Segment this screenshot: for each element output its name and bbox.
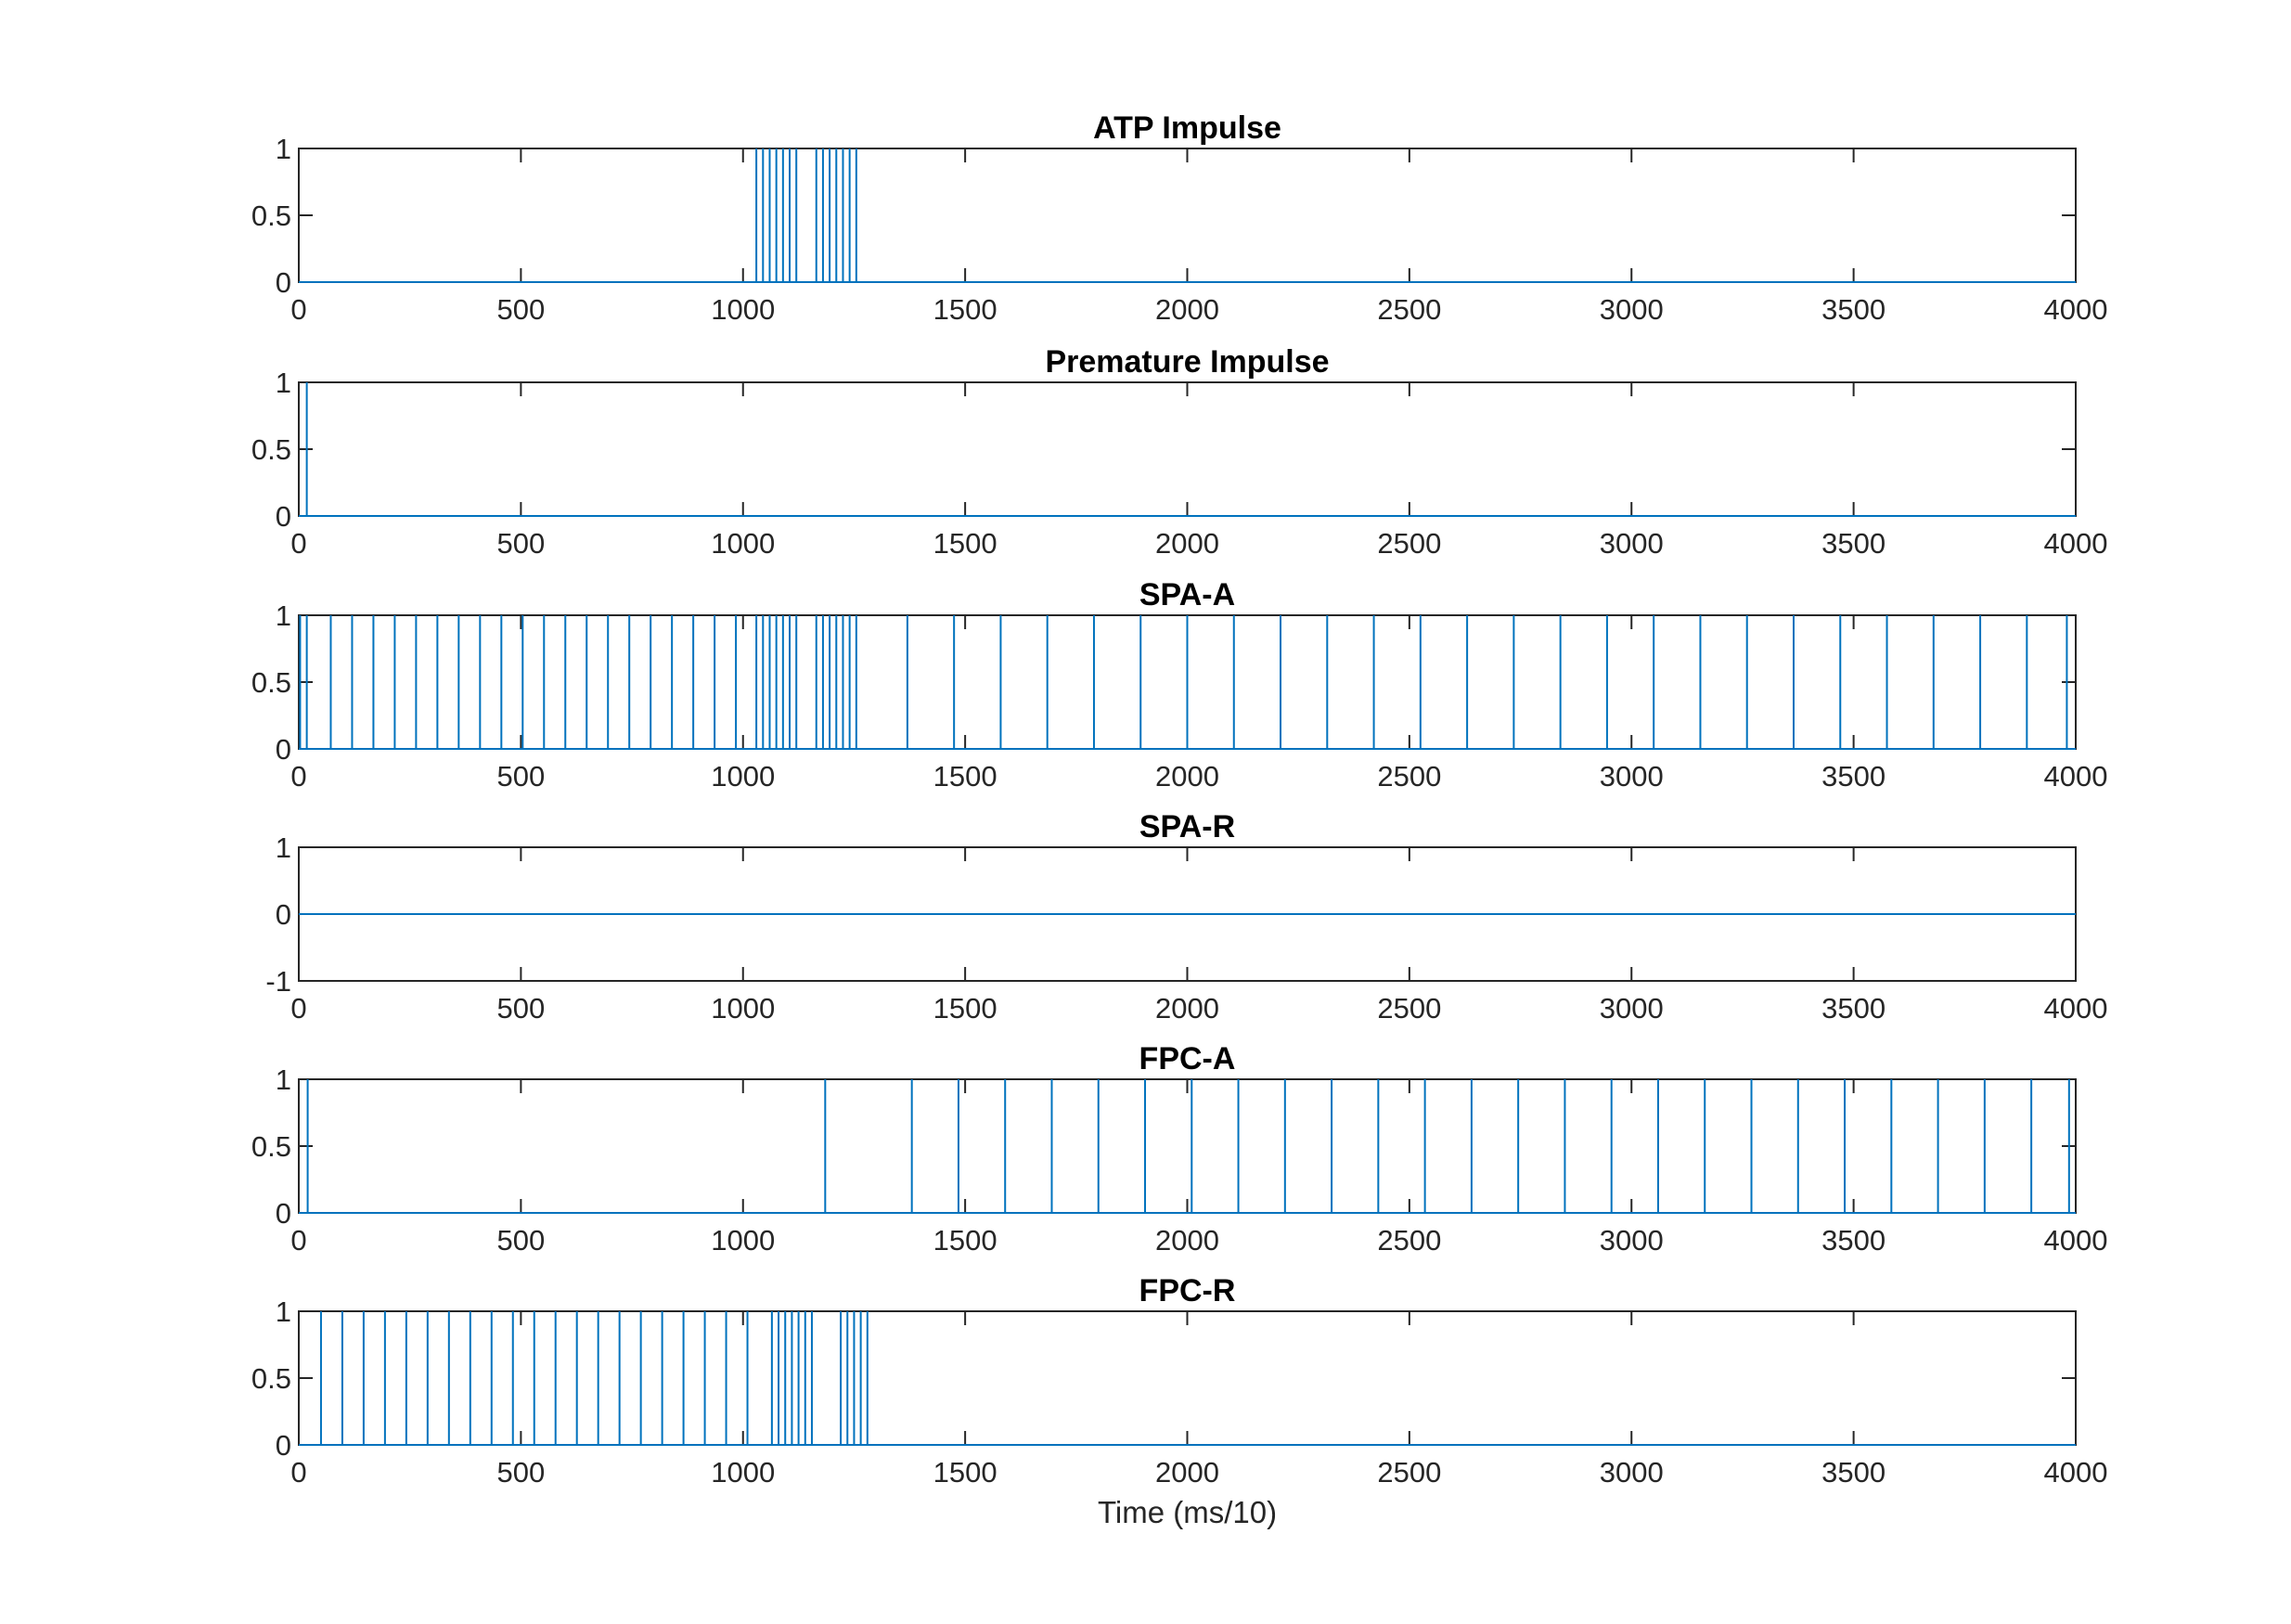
x-tick-label: 1500 bbox=[933, 1224, 997, 1257]
subplot-4: 0 500 1000 1500 2000 2500 3000 3500 4000-101SPA-… bbox=[265, 809, 2107, 1025]
y-tick-label: 0.5 bbox=[251, 1130, 291, 1163]
x-tick-label: 2000 bbox=[1155, 992, 1219, 1025]
y-tick-label: 0 bbox=[276, 733, 291, 766]
subplot-1: 0 500 1000 1500 2000 2500 3000 3500 4000 0 0.5 1 ATP… bbox=[251, 110, 2108, 326]
x-tick-label: 3500 bbox=[1821, 1456, 1886, 1489]
axes-box bbox=[298, 148, 2077, 283]
x-tick-label: 1500 bbox=[933, 992, 997, 1025]
x-tick-label: 2500 bbox=[1377, 992, 1441, 1025]
y-tick-label: 0 bbox=[276, 1197, 291, 1230]
y-tick-label: 0.5 bbox=[251, 1362, 291, 1395]
y-tick-label: 0.5 bbox=[251, 200, 291, 232]
x-tick-label: 1000 bbox=[711, 1224, 775, 1257]
x-tick-label: 1000 bbox=[711, 293, 775, 326]
subplot-title: SPA-R bbox=[1139, 809, 1235, 844]
y-tick-label: 0 bbox=[276, 500, 291, 533]
x-tick-label: 500 bbox=[497, 1224, 546, 1257]
y-tick-label: 1 bbox=[276, 1063, 291, 1096]
x-tick-label: 500 bbox=[497, 992, 546, 1025]
x-tick-label: 3500 bbox=[1821, 760, 1886, 793]
x-tick-label: 4000 bbox=[2044, 293, 2108, 326]
x-tick-label: 3500 bbox=[1821, 992, 1886, 1025]
y-tick-label: 1 bbox=[276, 367, 291, 399]
subplot-3: 0 500 1000 1500 2000 2500 3000 3500 4000 0 0.5 1 SPA… bbox=[251, 577, 2108, 793]
x-tick-label: 3500 bbox=[1821, 527, 1886, 560]
x-tick-label: 2500 bbox=[1377, 760, 1441, 793]
x-tick-label: 1000 bbox=[711, 1456, 775, 1489]
x-tick-label: 3000 bbox=[1600, 760, 1664, 793]
subplot-title: FPC-A bbox=[1139, 1041, 1236, 1076]
x-tick-label: 0 bbox=[290, 527, 306, 560]
subplot-5: 0 500 1000 1500 2000 2500 3000 3500 4000 0 0.5 1 FPC… bbox=[251, 1041, 2108, 1257]
x-tick-label: 1500 bbox=[933, 527, 997, 560]
x-tick-label: 1000 bbox=[711, 527, 775, 560]
x-tick-label: 2500 bbox=[1377, 293, 1441, 326]
subplot-title: Premature Impulse bbox=[1045, 344, 1329, 380]
x-tick-label: 2500 bbox=[1377, 527, 1441, 560]
x-tick-label: 500 bbox=[497, 760, 546, 793]
x-tick-label: 0 bbox=[290, 293, 306, 326]
x-tick-label: 3000 bbox=[1600, 992, 1664, 1025]
subplot-title: FPC-R bbox=[1139, 1273, 1236, 1308]
x-tick-label: 500 bbox=[497, 293, 546, 326]
x-tick-label: 4000 bbox=[2044, 992, 2108, 1025]
x-tick-label: 1000 bbox=[711, 992, 775, 1025]
x-tick-label: 4000 bbox=[2044, 1456, 2108, 1489]
x-tick-label: 2000 bbox=[1155, 1456, 1219, 1489]
y-tick-label: 0 bbox=[276, 898, 291, 931]
x-tick-label: 3000 bbox=[1600, 1456, 1664, 1489]
y-tick-label: 1 bbox=[276, 133, 291, 165]
x-tick-label: 3500 bbox=[1821, 293, 1886, 326]
x-tick-label: 4000 bbox=[2044, 1224, 2108, 1257]
x-tick-label: 2500 bbox=[1377, 1456, 1441, 1489]
x-tick-label: 2500 bbox=[1377, 1224, 1441, 1257]
x-tick-label: 0 bbox=[290, 1456, 306, 1489]
x-tick-label: 0 bbox=[290, 1224, 306, 1257]
x-tick-label: 3000 bbox=[1600, 1224, 1664, 1257]
x-tick-label: 3000 bbox=[1600, 527, 1664, 560]
subplot-title: ATP Impulse bbox=[1093, 110, 1281, 146]
x-tick-label: 1500 bbox=[933, 1456, 997, 1489]
axes-box bbox=[298, 381, 2077, 517]
x-tick-label: 0 bbox=[290, 760, 306, 793]
x-tick-label: 500 bbox=[497, 527, 546, 560]
subplot-2: 0 500 1000 1500 2000 2500 3000 3500 4000 0 0.5 1 Pre… bbox=[251, 344, 2108, 560]
x-tick-label: 1000 bbox=[711, 760, 775, 793]
y-tick-label: 0 bbox=[276, 266, 291, 299]
y-tick-label: 0.5 bbox=[251, 433, 291, 466]
y-tick-label: 1 bbox=[276, 831, 291, 864]
x-tick-label: 500 bbox=[497, 1456, 546, 1489]
y-tick-label: 0 bbox=[276, 1429, 291, 1462]
x-tick-label: 1500 bbox=[933, 293, 997, 326]
x-tick-label: 0 bbox=[290, 992, 306, 1025]
x-tick-label: 2000 bbox=[1155, 527, 1219, 560]
subplot-title: SPA-A bbox=[1139, 577, 1235, 612]
x-axis-label: Time (ms/10) bbox=[1098, 1495, 1277, 1529]
axes-box bbox=[298, 1078, 2077, 1214]
x-tick-label: 4000 bbox=[2044, 760, 2108, 793]
x-tick-label: 2000 bbox=[1155, 293, 1219, 326]
y-tick-label: 1 bbox=[276, 1295, 291, 1328]
axes-box bbox=[298, 1310, 2077, 1446]
subplot-6: 0 500 1000 1500 2000 2500 3000 3500 4000 0 0.5 1 FPC… bbox=[251, 1273, 2108, 1529]
y-tick-label: 0.5 bbox=[251, 666, 291, 699]
x-tick-label: 3500 bbox=[1821, 1224, 1886, 1257]
y-tick-label: -1 bbox=[265, 965, 291, 998]
x-tick-label: 4000 bbox=[2044, 527, 2108, 560]
y-tick-label: 1 bbox=[276, 599, 291, 632]
x-tick-label: 3000 bbox=[1600, 293, 1664, 326]
x-tick-label: 2000 bbox=[1155, 760, 1219, 793]
x-tick-label: 1500 bbox=[933, 760, 997, 793]
x-tick-label: 2000 bbox=[1155, 1224, 1219, 1257]
